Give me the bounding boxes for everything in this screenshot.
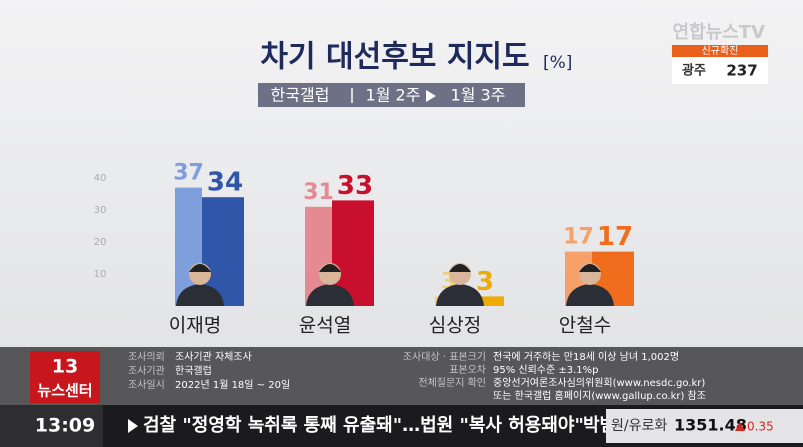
candidate-photo — [306, 284, 354, 306]
chart-title: 차기 대선후보 지지도 — [260, 40, 529, 75]
covid-label: 신규확진 — [702, 45, 739, 57]
source: 한국갤럽 — [271, 86, 330, 105]
survey-panel — [0, 347, 803, 405]
survey-value: 전국에 거주하는 만18세 이상 남녀 1,002명 — [493, 350, 679, 363]
covid-body — [672, 57, 768, 84]
survey-value: 한국갤럽 — [175, 365, 212, 377]
headline: 검찰 "정영학 녹취록 통째 유출돼"…법원 "복사 허용돼야" — [143, 414, 584, 436]
survey-value: 95% 신뢰수준 ±3.1%p — [493, 364, 599, 376]
y-tick-label: 30 — [94, 205, 107, 216]
candidate-photo — [319, 264, 341, 272]
value-label: 37 — [173, 161, 204, 186]
x-tick-label: 이재명 — [169, 315, 221, 337]
survey-label: 조사기관 — [128, 365, 165, 377]
survey-label: 전체질문지 확인 — [418, 377, 486, 389]
candidate-photo — [436, 284, 484, 306]
logo: 연합뉴스TV — [673, 21, 766, 43]
survey-value: 조사기관 자체조사 — [175, 351, 252, 363]
candidate-photo — [176, 284, 224, 306]
market-name: 원/유로화 — [611, 418, 667, 434]
value-label: 17 — [597, 222, 633, 252]
program-name: 뉴스센터 — [37, 382, 92, 400]
survey-value: 또는 한국갤럽 홈페이지(www.gallup.co.kr) 참조 — [493, 389, 706, 402]
program-number: 13 — [52, 356, 78, 378]
y-tick-label: 40 — [94, 173, 107, 184]
market-rate: 1351.48 — [674, 416, 747, 435]
up-arrow — [735, 422, 745, 431]
market-change: 0.35 — [747, 420, 774, 434]
ticker-arrow — [128, 419, 138, 433]
candidate-photo — [566, 284, 614, 306]
covid-region: 광주 — [682, 64, 706, 79]
arrow — [426, 90, 436, 102]
x-tick-label: 심상정 — [429, 315, 481, 337]
clock: 13:09 — [35, 415, 95, 437]
survey-label: 표본오차 — [449, 364, 486, 376]
legend-label: 1월 2주 — [366, 86, 421, 105]
candidate-photo — [579, 264, 601, 272]
value-label: 17 — [563, 225, 594, 250]
subtitle-bar — [258, 83, 525, 107]
covid-header — [672, 45, 768, 57]
value-label: 31 — [303, 180, 334, 205]
value-label: 34 — [207, 168, 243, 198]
candidate-photo — [189, 264, 211, 272]
survey-label: 조사일시 — [128, 379, 165, 391]
market-box — [606, 409, 803, 443]
legend-label: 1월 3주 — [451, 86, 506, 105]
time-box — [0, 405, 103, 447]
y-tick-label: 10 — [94, 269, 107, 280]
survey-value: 중앙선거여론조사심의위원회(www.nesdc.go.kr) — [493, 376, 705, 389]
survey-label: 조사의뢰 — [128, 351, 165, 363]
value-label: 3 — [476, 267, 494, 297]
value-label: 33 — [337, 171, 373, 201]
x-tick-label: 윤석열 — [299, 315, 351, 337]
survey-value: 2022년 1월 18일 ~ 20일 — [175, 379, 290, 391]
program-logo — [30, 351, 100, 403]
unit: [%] — [543, 53, 572, 73]
y-tick-label: 20 — [94, 237, 107, 248]
x-tick-label: 안철수 — [559, 315, 611, 337]
covid-count: 237 — [726, 62, 757, 80]
candidate-photo — [449, 264, 471, 272]
survey-label: 조사대상 · 표본크기 — [403, 351, 486, 363]
